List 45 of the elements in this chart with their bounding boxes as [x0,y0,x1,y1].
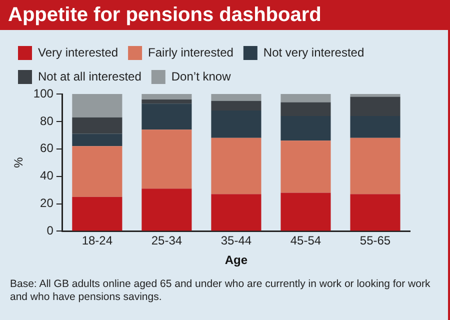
bar [142,94,192,100]
bar [142,130,192,189]
bar [280,140,331,193]
bar [211,94,262,101]
legend-label: Don’t know [171,69,232,84]
bar [142,99,192,104]
bar [211,138,262,194]
y-tick-label: 100 [33,86,54,100]
y-tick-label: 60 [40,141,54,156]
bar [211,110,262,138]
bar [142,104,192,130]
legend-label: Not very interested [263,45,364,60]
bar [350,194,400,231]
bar [72,117,122,134]
bar [280,102,331,116]
x-tick-label: 35-44 [220,234,252,248]
chart-title: Appetite for pensions dashboard [0,0,448,30]
bar [280,94,331,102]
x-tick-label: 55-65 [360,234,391,248]
bar [72,134,122,146]
x-tick-label: 18-24 [82,234,113,248]
bar [142,188,192,231]
bar [211,100,262,110]
y-tick-label: 40 [40,168,54,183]
bar [72,146,122,197]
bar [72,196,122,231]
legend-label: Fairly interested [148,45,234,60]
text: Base: All GB adults online aged 65 and under who are currently in work or looking for work and who have pensions savings. [9,277,432,304]
legend-label: Not at all interested [38,69,142,84]
bar [280,116,331,141]
bar [280,192,331,231]
x-tick-label: 25-34 [151,234,182,248]
x-tick-label: 45-54 [290,234,322,248]
y-tick-label: 0 [46,224,54,238]
bar [350,94,400,97]
y-axis-title: % [12,156,26,168]
y-tick-label: 80 [40,114,54,128]
x-axis-title: Age [224,253,248,268]
bar [350,96,400,116]
bar [72,94,122,118]
bar [350,116,400,138]
bar [350,138,400,194]
y-tick-label: 20 [40,196,54,210]
bar [211,194,262,231]
legend-label: Very interested [38,45,118,60]
